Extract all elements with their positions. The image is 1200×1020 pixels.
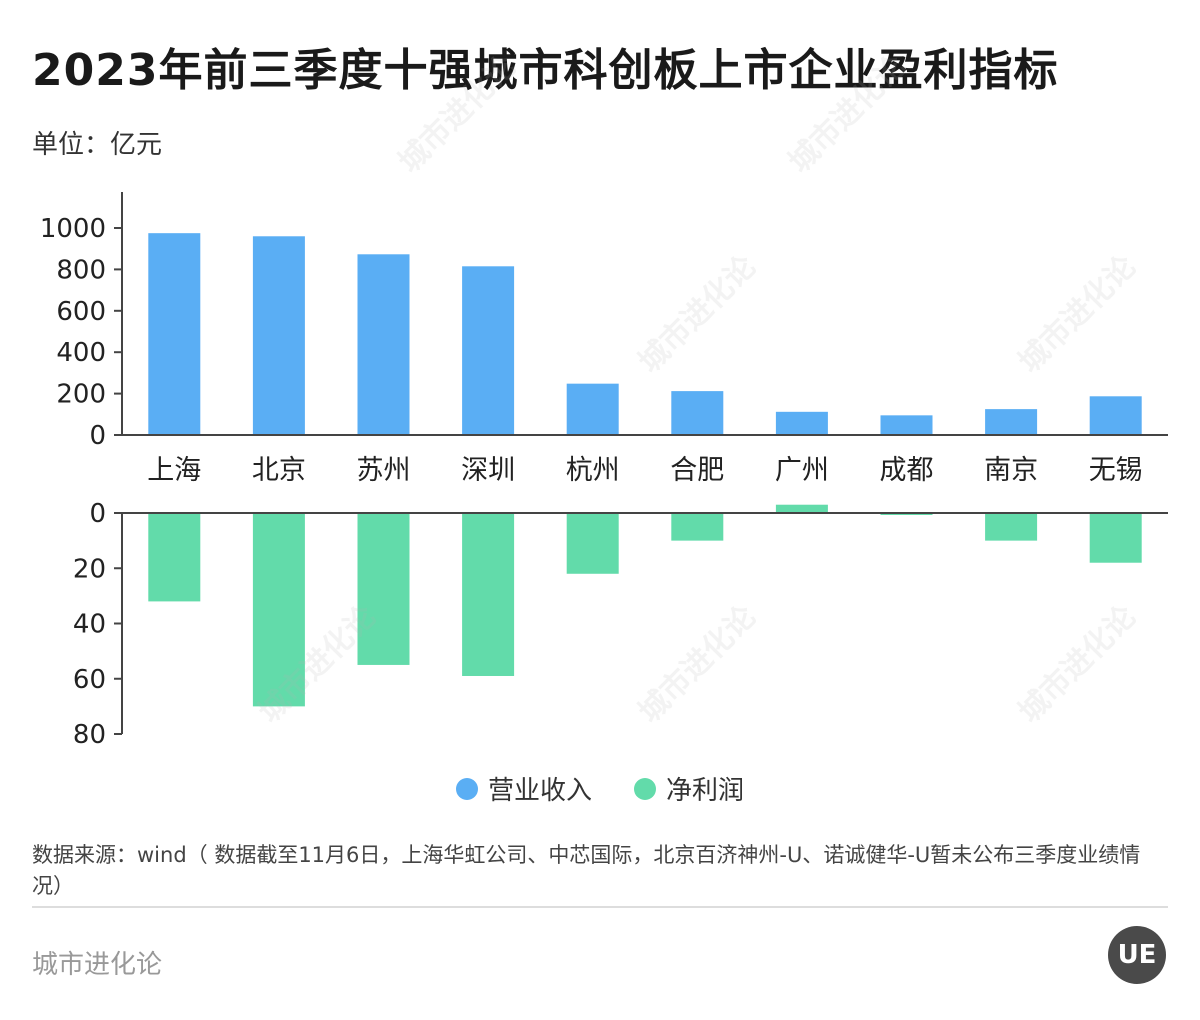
profit-y-tick-label: 0 <box>89 499 106 529</box>
profit-bar <box>357 513 410 665</box>
legend-item-revenue: 营业收入 <box>455 770 592 807</box>
revenue-bar <box>985 409 1038 435</box>
category-label: 杭州 <box>566 455 620 486</box>
revenue-bar <box>148 233 201 435</box>
revenue-bar <box>1089 396 1142 435</box>
legend-item-profit: 净利润 <box>634 770 744 807</box>
revenue-bar <box>775 411 828 435</box>
revenue-bar <box>357 254 410 435</box>
category-label: 广州 <box>775 455 829 486</box>
profit-bar <box>1089 513 1142 563</box>
legend-revenue-label: 营业收入 <box>487 776 592 806</box>
revenue-bar <box>880 415 933 435</box>
profit-bar <box>566 513 619 574</box>
category-label: 无锡 <box>1089 455 1143 486</box>
profit-bar <box>775 504 828 513</box>
revenue-y-tick-label: 0 <box>89 421 106 451</box>
profit-y-tick-label: 60 <box>73 665 106 695</box>
revenue-y-tick-label: 1000 <box>40 214 106 244</box>
unit-label: 单位：亿元 <box>32 130 163 160</box>
category-label: 北京 <box>252 455 306 486</box>
brand-logo: UE <box>1108 926 1166 984</box>
legend-profit-label: 净利润 <box>666 776 745 806</box>
category-label: 成都 <box>880 455 934 486</box>
revenue-y-tick-label: 800 <box>56 255 106 285</box>
profit-y-tick-label: 80 <box>73 720 106 750</box>
chart-title: 2023年前三季度十强城市科创板上市企业盈利指标 <box>32 45 1059 96</box>
category-label: 合肥 <box>670 455 724 486</box>
legend: 营业收入 净利润 <box>0 770 1200 807</box>
profit-bar <box>462 513 515 676</box>
revenue-y-tick-label: 400 <box>56 338 106 368</box>
legend-profit-swatch <box>634 777 656 800</box>
revenue-bar <box>252 236 305 435</box>
category-label: 南京 <box>984 455 1038 486</box>
revenue-bar <box>462 266 515 435</box>
source-note: 数据来源：wind（ 数据截至11月6日，上海华虹公司、中芯国际，北京百济神州-… <box>32 843 1141 898</box>
legend-revenue-swatch <box>455 777 478 800</box>
revenue-bar <box>671 391 724 435</box>
revenue-y-tick-label: 600 <box>56 297 106 327</box>
chart: 0 200 400 600 800 1000 上海 北京 苏州 深圳 杭州 合肥 广州 成都 南京 无锡 0 20… <box>40 192 1168 750</box>
profit-bar <box>671 513 724 541</box>
category-label: 深圳 <box>461 455 515 486</box>
category-label: 上海 <box>147 455 201 486</box>
divider <box>32 906 1168 908</box>
profit-y-tick-label: 20 <box>73 554 106 584</box>
category-label: 苏州 <box>357 455 411 486</box>
revenue-y-tick-label: 200 <box>56 380 106 410</box>
profit-bar <box>148 513 201 602</box>
footer-brand: 城市进化论 <box>32 950 163 980</box>
revenue-bar <box>566 383 619 435</box>
profit-y-tick-label: 40 <box>73 610 106 640</box>
profit-bar <box>985 513 1038 541</box>
profit-bar <box>252 513 305 707</box>
